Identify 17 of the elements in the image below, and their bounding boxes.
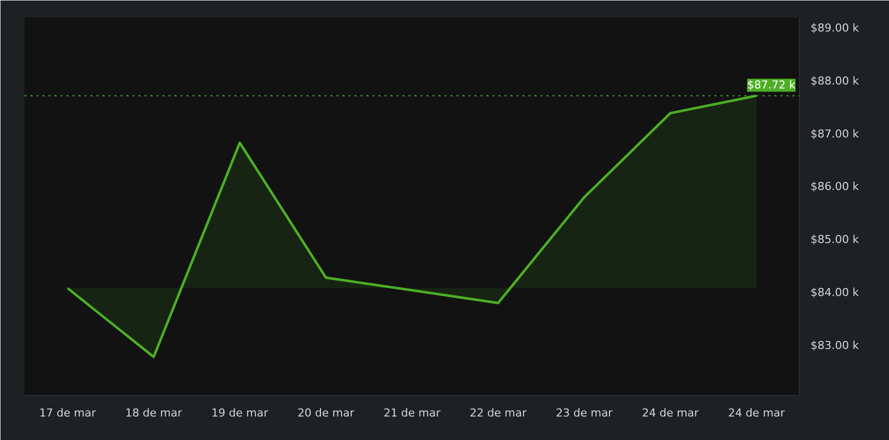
- y-tick-label: $86.00 k: [810, 180, 860, 194]
- x-tick-label: 22 de mar: [470, 406, 527, 420]
- x-tick-label: 19 de mar: [211, 406, 269, 420]
- x-tick-label: 17 de mar: [39, 406, 96, 420]
- ref-line-label: $87.72 k: [747, 78, 796, 92]
- x-tick-label: 18 de mar: [125, 406, 183, 420]
- x-tick-label: 23 de mar: [556, 406, 614, 420]
- x-tick-label: 20 de mar: [298, 406, 355, 420]
- x-tick-label: 24 de mar: [642, 406, 700, 420]
- y-tick-label: $87.00 k: [810, 127, 860, 140]
- y-tick-label: $83.00 k: [810, 338, 860, 352]
- x-tick-label: 21 de mar: [384, 406, 441, 420]
- y-tick-label: $85.00 k: [810, 233, 860, 246]
- y-tick-label: $88.00 k: [810, 74, 860, 88]
- y-tick-label: $84.00 k: [810, 286, 860, 299]
- x-tick-label: 24 de mar: [728, 406, 786, 420]
- y-tick-label: $89.00 k: [810, 22, 860, 35]
